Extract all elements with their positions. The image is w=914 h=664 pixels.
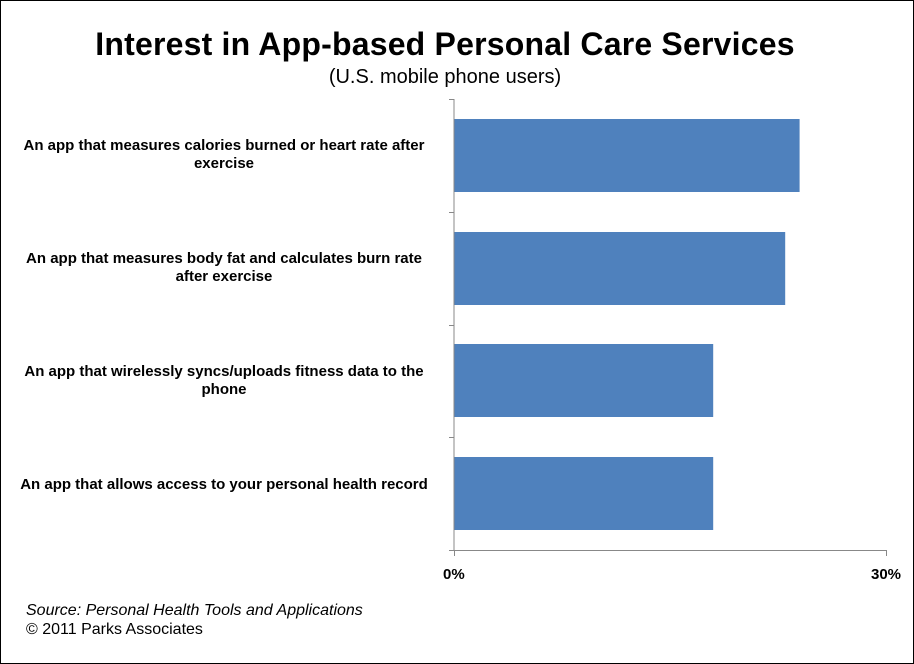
- x-tick-label-0: 0%: [443, 566, 465, 583]
- copyright-note: © 2011 Parks Associates: [26, 621, 203, 638]
- x-tick-label-30: 30%: [871, 566, 902, 583]
- category-label-health-record: An app that allows access to your person…: [20, 476, 428, 493]
- category-label-calories: An app that measures calories burned or …: [23, 137, 425, 172]
- bar-1: [454, 232, 786, 305]
- bar-3: [454, 457, 714, 530]
- chart-title: Interest in App-based Personal Care Serv…: [95, 26, 795, 62]
- source-note: Source: Personal Health Tools and Applic…: [26, 602, 363, 619]
- bar-2: [454, 344, 714, 417]
- category-label-body-fat: An app that measures body fat and calcul…: [26, 250, 422, 285]
- category-label-sync: An app that wirelessly syncs/uploads fit…: [24, 363, 424, 398]
- bar-0: [454, 119, 800, 192]
- chart-subtitle: (U.S. mobile phone users): [328, 66, 562, 88]
